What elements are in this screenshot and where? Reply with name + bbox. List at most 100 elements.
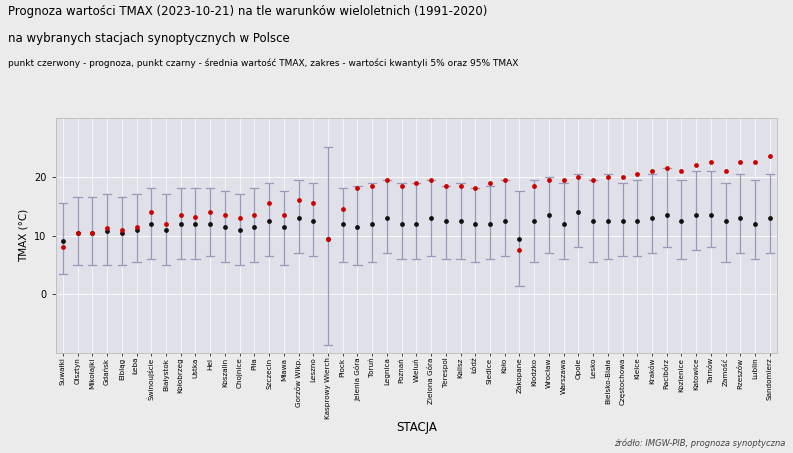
Point [189,213,201,220]
Point [189,220,201,227]
Point [690,211,703,219]
Point [159,220,172,227]
X-axis label: STACJA: STACJA [396,421,437,434]
Point [572,173,584,180]
Point [381,176,393,183]
Point [366,220,378,227]
Point [204,208,216,216]
Point [248,223,261,231]
Point [233,226,246,233]
Point [410,220,423,227]
Point [601,217,614,225]
Point [469,185,481,192]
Point [439,217,452,225]
Point [734,158,747,165]
Y-axis label: TMAX (°C): TMAX (°C) [18,209,29,262]
Point [764,214,776,222]
Point [248,211,261,219]
Point [322,235,335,242]
Point [278,223,290,231]
Point [704,158,717,165]
Point [307,217,320,225]
Point [749,220,761,227]
Point [484,179,496,186]
Point [528,182,541,189]
Point [101,225,113,232]
Point [292,214,305,222]
Point [86,229,98,236]
Point [587,176,600,183]
Point [145,208,158,216]
Point [410,179,423,186]
Point [130,223,143,231]
Point [219,211,232,219]
Text: na wybranych stacjach synoptycznych w Polsce: na wybranych stacjach synoptycznych w Po… [8,32,289,45]
Point [646,214,658,222]
Point [661,211,673,219]
Point [278,211,290,219]
Point [336,220,349,227]
Point [204,220,216,227]
Point [542,176,555,183]
Point [159,226,172,233]
Point [336,206,349,213]
Point [690,161,703,169]
Point [484,220,496,227]
Point [469,220,481,227]
Point [381,214,393,222]
Point [572,208,584,216]
Point [646,167,658,174]
Point [675,167,688,174]
Point [601,173,614,180]
Point [56,238,69,245]
Point [764,152,776,160]
Point [86,229,98,236]
Point [513,246,526,254]
Point [130,226,143,233]
Point [704,211,717,219]
Point [351,223,364,231]
Point [734,214,747,222]
Point [219,223,232,231]
Text: źródło: IMGW-PIB, prognoza synoptyczna: źródło: IMGW-PIB, prognoza synoptyczna [614,439,785,448]
Point [498,176,511,183]
Point [174,211,187,219]
Point [307,200,320,207]
Point [631,170,644,178]
Point [719,217,732,225]
Point [395,182,408,189]
Point [719,167,732,174]
Point [174,220,187,227]
Point [661,164,673,172]
Point [557,176,570,183]
Point [395,220,408,227]
Point [587,217,600,225]
Text: punkt czerwony - prognoza, punkt czarny - średnia wartość TMAX, zakres - wartośc: punkt czerwony - prognoza, punkt czarny … [8,59,519,68]
Point [71,229,84,236]
Text: Prognoza wartości TMAX (2023-10-21) na tle warunków wieloletnich (1991-2020): Prognoza wartości TMAX (2023-10-21) na t… [8,5,488,18]
Point [101,227,113,235]
Point [528,217,541,225]
Point [675,217,688,225]
Point [322,235,335,242]
Point [292,197,305,204]
Point [498,217,511,225]
Point [262,217,275,225]
Point [116,229,128,236]
Point [425,176,438,183]
Point [351,185,364,192]
Point [56,244,69,251]
Point [454,217,467,225]
Point [439,182,452,189]
Point [616,173,629,180]
Point [557,220,570,227]
Point [71,229,84,236]
Point [454,182,467,189]
Point [513,235,526,242]
Point [366,182,378,189]
Point [262,200,275,207]
Point [145,220,158,227]
Point [116,226,128,233]
Point [425,214,438,222]
Point [616,217,629,225]
